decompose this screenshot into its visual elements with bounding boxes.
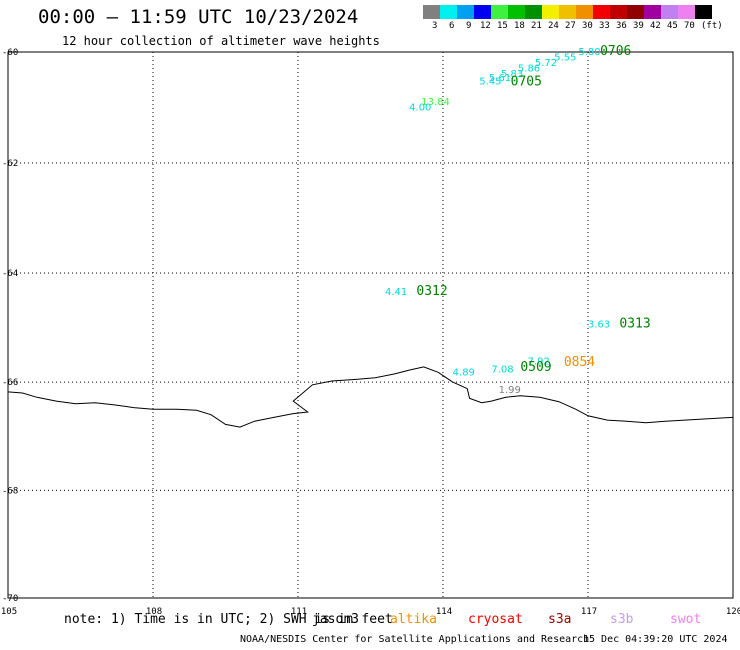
page-title: 00:00 – 11:59 UTC 10/23/2024 [38,6,359,28]
color-scale-label: 6 [449,21,455,31]
color-scale-label: 36 [616,21,627,31]
color-swatch [525,5,542,19]
color-swatch [593,5,610,19]
color-swatch [542,5,559,19]
color-swatch [576,5,593,19]
swh-value-label: 5.45 [479,76,501,87]
y-tick-label: -70 [2,594,18,604]
x-tick-label: 120 [726,607,740,617]
color-scale-label: 39 [633,21,644,31]
x-tick-label: 111 [291,607,307,617]
swh-value-label: 4.89 [453,368,475,379]
swh-value-label: 3.63 [588,320,610,331]
color-scale-label: 3 [432,21,438,31]
y-tick-label: -62 [2,159,18,169]
pass-time-label: 0854 [564,355,595,370]
color-swatch [695,5,712,19]
color-swatch [661,5,678,19]
color-swatch [423,5,440,19]
color-swatch [474,5,491,19]
color-scale-label: 33 [599,21,610,31]
footer-note: note: 1) Time is in UTC; 2) SWH is in fe… [64,612,393,627]
x-tick-label: 117 [581,607,597,617]
color-scale-label: 12 [480,21,491,31]
footer-credit: NOAA/NESDIS Center for Satellite Applica… [240,634,590,645]
swh-value-label: 4.41 [385,287,407,298]
y-tick-label: -68 [2,486,18,496]
page-subtitle: 12 hour collection of altimeter wave hei… [62,34,380,48]
swh-value-label: 5.61 [489,73,511,84]
swh-value-label: 5.55 [554,52,576,63]
antarctic-coastline [7,366,734,428]
color-scale-label: 42 [650,21,661,31]
x-tick-label: 108 [146,607,162,617]
color-scale-label: 21 [531,21,542,31]
pass-time-label: 0313 [619,317,650,332]
x-tick-label: 114 [436,607,452,617]
color-swatch [644,5,661,19]
color-scale-label: 15 [497,21,508,31]
swh-value-label: 5.80 [578,47,600,58]
satellite-legend-altika: altika [390,612,437,627]
satellite-legend-swot: swot [670,612,702,627]
color-scale-label: 45 [667,21,678,31]
swh-value-label: 4.00 [409,102,431,113]
color-swatch [457,5,474,19]
color-scale-label: 30 [582,21,593,31]
satellite-legend-cryosat: cryosat [468,612,523,627]
y-tick-label: -66 [2,378,18,388]
swh-value-label: 7.92 [528,357,550,368]
swh-value-label: 5.86 [518,63,540,74]
color-swatch [610,5,627,19]
pass-time-label: 0509 [520,360,551,375]
color-swatch [627,5,644,19]
color-scale-label: 18 [514,21,525,31]
swh-value-label: 7.08 [491,364,513,375]
satellite-legend-s3a: s3a [548,612,572,627]
color-scale-label: 9 [466,21,472,31]
x-tick-label: 105 [1,607,17,617]
swh-value-label: 5.83 [501,69,523,80]
swh-value-label: 1.99 [499,385,521,396]
swh-value-label: 5.72 [535,58,557,69]
color-scale-label: 24 [548,21,559,31]
color-swatch [678,5,695,19]
color-scale-label: (ft) [701,21,723,31]
y-tick-label: -60 [2,48,18,58]
pass-time-label: 0706 [600,44,631,59]
y-tick-label: -64 [2,269,18,279]
color-scale-label: 27 [565,21,576,31]
satellite-legend-jason3: jason3 [312,612,359,627]
color-swatch [440,5,457,19]
pass-time-label: 0705 [511,74,542,89]
color-swatch [559,5,576,19]
color-swatch [491,5,508,19]
color-scale-bar [423,5,712,19]
color-swatch [508,5,525,19]
pass-time-label: 0312 [416,284,447,299]
color-scale-label: 70 [684,21,695,31]
swh-value-label: 13.84 [421,97,450,108]
footer-timestamp: 15 Dec 04:39:20 UTC 2024 [583,634,728,645]
satellite-legend-s3b: s3b [610,612,634,627]
